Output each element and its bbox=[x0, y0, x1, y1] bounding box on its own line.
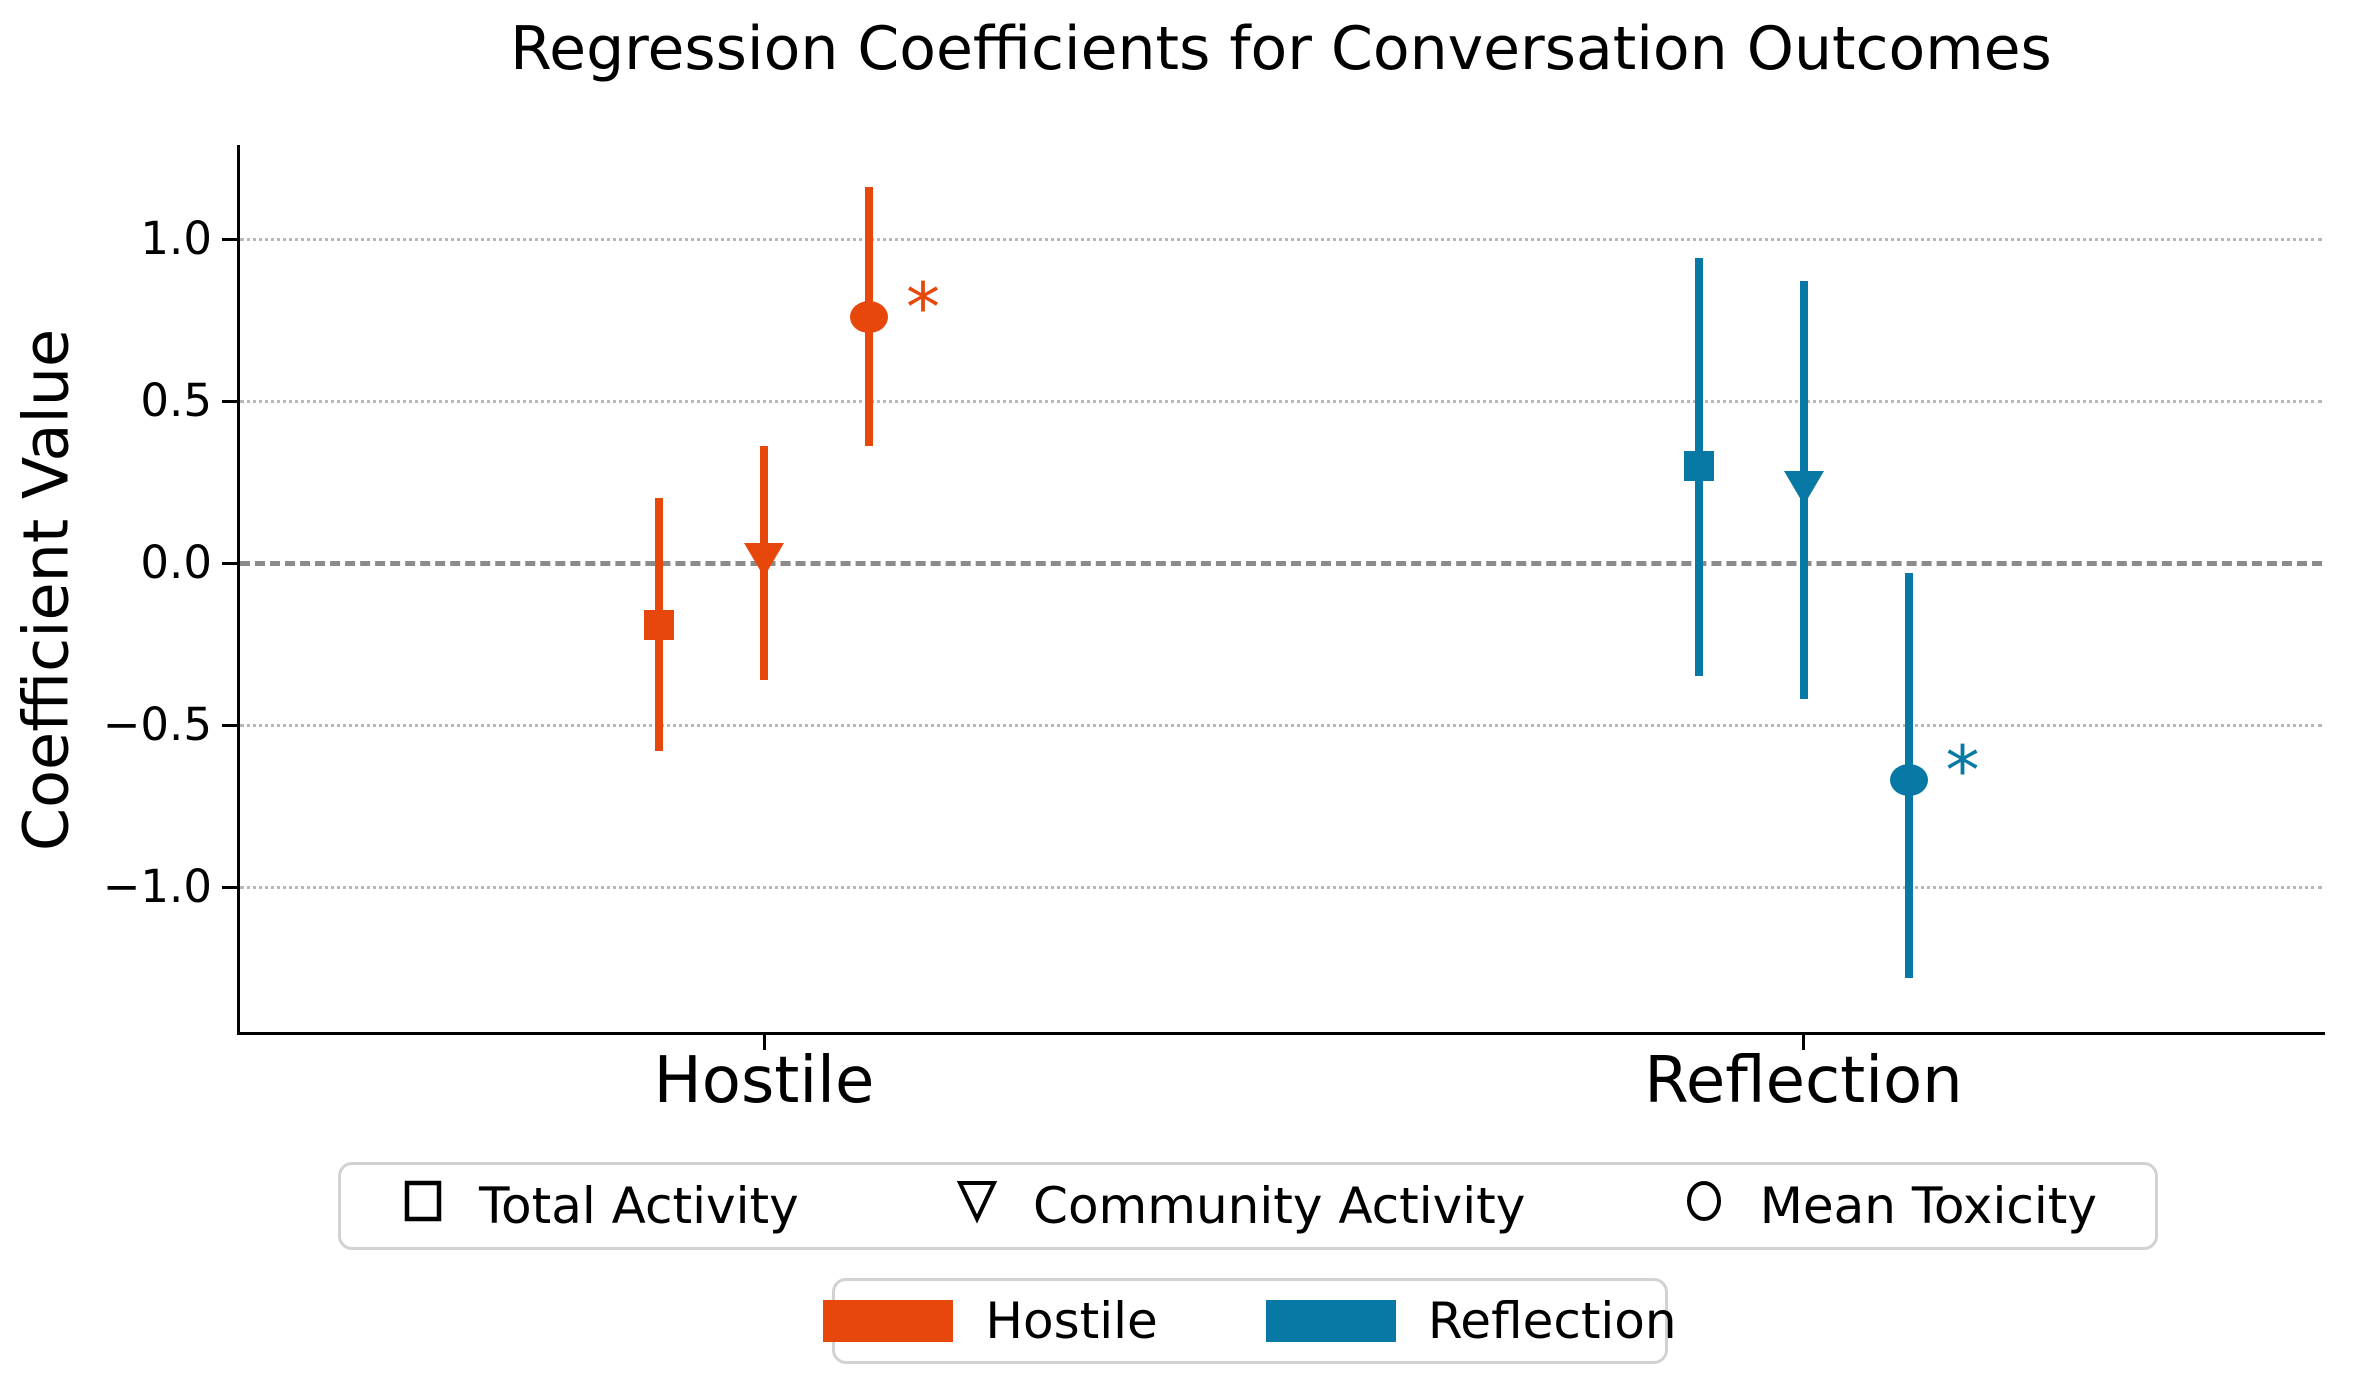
marker-triangle-down bbox=[744, 542, 784, 577]
legend-item-label: Total Activity bbox=[479, 1177, 799, 1235]
marker-square bbox=[644, 609, 674, 640]
y-tick-mark bbox=[222, 723, 238, 727]
gridline bbox=[240, 399, 2322, 403]
gridline bbox=[240, 237, 2322, 241]
legend-series-colors: Hostile Reflection bbox=[823, 1278, 1677, 1364]
y-tick-label: 0.0 bbox=[140, 536, 212, 589]
y-tick-mark bbox=[222, 399, 238, 403]
gridline bbox=[240, 885, 2322, 889]
y-tick-label: 1.0 bbox=[140, 212, 212, 265]
marker-circle bbox=[850, 300, 888, 333]
y-tick-mark bbox=[222, 885, 238, 889]
x-tick-mark bbox=[1802, 1035, 1805, 1050]
y-tick-label: −1.0 bbox=[102, 860, 212, 913]
chart-title: Regression Coefficients for Conversation… bbox=[510, 14, 2052, 84]
legend-item-label: Reflection bbox=[1427, 1292, 1677, 1350]
significance-asterisk: * bbox=[1945, 732, 1980, 812]
legend-marker-shapes: Total Activity Community Activity Mean Tox… bbox=[338, 1162, 2158, 1250]
legend-item-square: Total Activity bbox=[399, 1174, 799, 1238]
legend-item-label: Hostile bbox=[985, 1292, 1158, 1350]
triangle-down-icon bbox=[953, 1174, 1001, 1238]
x-tick-label: Hostile bbox=[653, 1044, 875, 1118]
y-tick-mark bbox=[222, 561, 238, 565]
legend-item-circle: Mean Toxicity bbox=[1680, 1174, 2097, 1238]
gridline bbox=[240, 723, 2322, 727]
x-tick-label: Reflection bbox=[1644, 1044, 1963, 1118]
color-swatch bbox=[1265, 1300, 1396, 1342]
legend-item-hostile: Hostile bbox=[823, 1292, 1158, 1350]
significance-asterisk: * bbox=[906, 268, 940, 348]
legend-item-reflection: Reflection bbox=[1265, 1292, 1677, 1350]
zero-gridline bbox=[240, 560, 2322, 566]
x-tick-mark bbox=[762, 1035, 766, 1050]
legend-item-label: Mean Toxicity bbox=[1759, 1177, 2097, 1235]
marker-circle bbox=[1889, 764, 1928, 797]
square-icon bbox=[399, 1174, 447, 1238]
x-axis-spine bbox=[237, 1032, 2325, 1035]
color-swatch bbox=[823, 1300, 954, 1342]
legend-item-triangle-down: Community Activity bbox=[953, 1174, 1525, 1238]
marker-square bbox=[1683, 450, 1714, 481]
y-tick-label: 0.5 bbox=[140, 374, 212, 427]
y-axis-spine bbox=[237, 145, 240, 1035]
y-tick-mark bbox=[222, 237, 238, 241]
circle-icon bbox=[1680, 1174, 1728, 1238]
marker-triangle-down bbox=[1783, 471, 1824, 506]
legend-item-label: Community Activity bbox=[1033, 1177, 1526, 1235]
y-tick-label: −0.5 bbox=[102, 698, 212, 751]
